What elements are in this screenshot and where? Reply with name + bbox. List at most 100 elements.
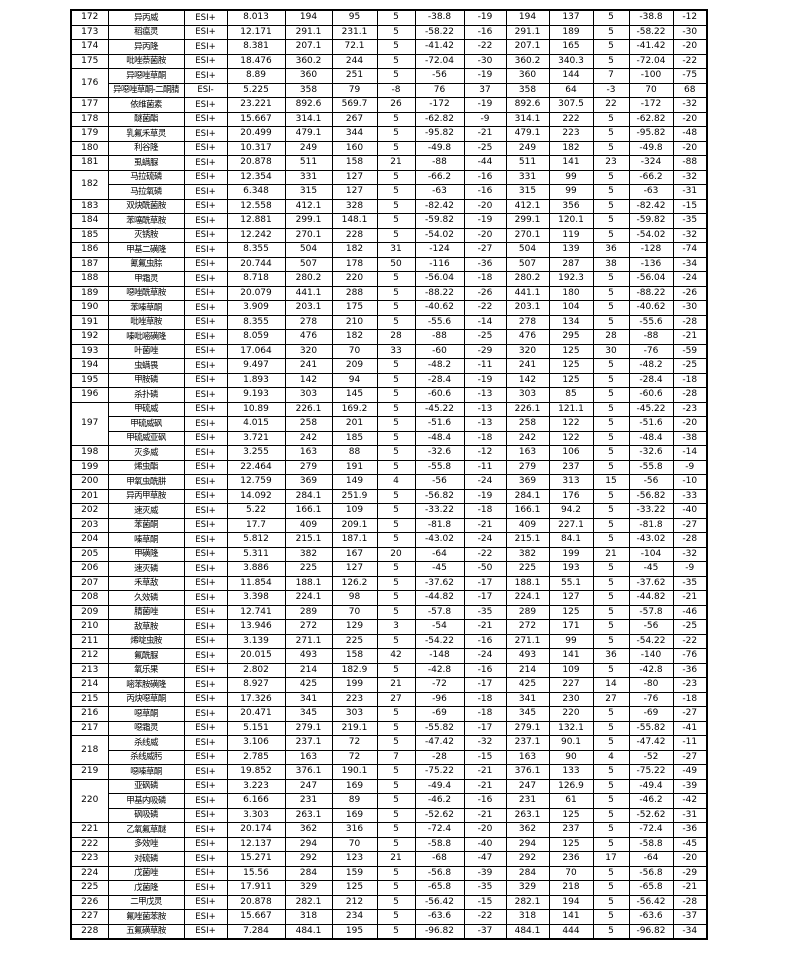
value-cell: -49 <box>672 764 708 780</box>
value-cell: 79 <box>331 82 378 98</box>
compound-name: 亚砜磷 <box>107 778 185 794</box>
value-cell: 166.1 <box>505 503 550 519</box>
value-cell: 241 <box>505 358 550 374</box>
value-cell: 294 <box>284 836 333 852</box>
value-cell: 5 <box>592 923 630 940</box>
value-cell: 163 <box>284 749 333 765</box>
table-row: 222 多效唑 ESI+ 12.137 294 70 5 -58.8 -40 294 125 5 -58… <box>70 836 708 852</box>
value-cell: 109 <box>548 662 594 678</box>
ionization-mode: ESI+ <box>183 619 228 635</box>
value-cell: 70 <box>331 343 378 359</box>
value-cell: 126.9 <box>548 778 594 794</box>
value-cell: 225 <box>505 561 550 577</box>
compound-name: 五氟磺草胺 <box>107 923 185 940</box>
value-cell: -8 <box>376 82 416 98</box>
table-row: 201 异丙甲草胺 ESI+ 14.092 284.1 251.9 5 -56.82 -19 28… <box>70 488 708 504</box>
value-cell: 214 <box>505 662 550 678</box>
value-cell: 17.326 <box>226 691 286 707</box>
value-cell: 21 <box>376 677 416 693</box>
value-cell: 10.89 <box>226 401 286 417</box>
table-row: 206 速灭磷 ESI+ 3.886 225 127 5 -45 -50 225 193 5 -45 -9 <box>70 561 708 577</box>
value-cell: 307.5 <box>548 97 594 113</box>
value-cell: 176 <box>548 488 594 504</box>
value-cell: -19 <box>463 213 507 229</box>
value-cell: 36 <box>592 648 630 664</box>
value-cell: -21 <box>463 764 507 780</box>
table-row: 195 甲胺磷 ESI+ 1.893 142 94 5 -28.4 -19 142 125 5 -28.… <box>70 372 708 388</box>
compound-number: 183 <box>70 198 109 214</box>
value-cell: 224.1 <box>505 590 550 606</box>
value-cell: -172 <box>628 97 674 113</box>
value-cell: -21 <box>672 329 708 345</box>
value-cell: 356 <box>548 198 594 214</box>
value-cell: 12.137 <box>226 836 286 852</box>
value-cell: -46 <box>672 604 708 620</box>
value-cell: 203.1 <box>284 300 333 316</box>
value-cell: 27 <box>592 691 630 707</box>
ionization-mode: ESI+ <box>183 488 228 504</box>
value-cell: -16 <box>463 169 507 185</box>
value-cell: 5 <box>592 459 630 475</box>
value-cell: 247 <box>505 778 550 794</box>
value-cell: -40 <box>463 836 507 852</box>
value-cell: 362 <box>505 822 550 838</box>
value-cell: -38.8 <box>628 9 674 26</box>
value-cell: 201 <box>331 416 378 432</box>
value-cell: 3.398 <box>226 590 286 606</box>
ionization-mode: ESI+ <box>183 169 228 185</box>
value-cell: 5 <box>376 39 416 55</box>
value-cell: -88 <box>628 329 674 345</box>
value-cell: -56 <box>414 474 465 490</box>
ionization-mode: ESI+ <box>183 503 228 519</box>
value-cell: -124 <box>414 242 465 258</box>
value-cell: -44.82 <box>414 590 465 606</box>
value-cell: 5 <box>376 184 416 200</box>
value-cell: 295 <box>548 329 594 345</box>
value-cell: 3.106 <box>226 735 286 751</box>
value-cell: 7.284 <box>226 923 286 940</box>
value-cell: 187.1 <box>331 532 378 548</box>
value-cell: -32 <box>463 735 507 751</box>
value-cell: 21 <box>376 851 416 867</box>
value-cell: 50 <box>376 256 416 272</box>
ionization-mode: ESI+ <box>183 184 228 200</box>
value-cell: 5 <box>376 532 416 548</box>
value-cell: -24 <box>672 271 708 287</box>
value-cell: 225 <box>331 633 378 649</box>
value-cell: 5 <box>592 633 630 649</box>
value-cell: -37.62 <box>628 575 674 591</box>
compound-number: 191 <box>70 314 109 330</box>
value-cell: 149 <box>331 474 378 490</box>
compound-name: 腈菌唑 <box>107 604 185 620</box>
table-row: 216 噁草酮 ESI+ 20.471 345 303 5 -69 -18 345 220 5 -69-… <box>70 706 708 722</box>
compound-name: 砜吸磷 <box>107 807 185 823</box>
value-cell: -24 <box>463 474 507 490</box>
value-cell: 341 <box>284 691 333 707</box>
value-cell: 125 <box>548 372 594 388</box>
value-cell: 19.852 <box>226 764 286 780</box>
ionization-mode: ESI+ <box>183 300 228 316</box>
value-cell: 7 <box>592 68 630 84</box>
value-cell: 220 <box>331 271 378 287</box>
compound-number: 181 <box>70 155 109 171</box>
value-cell: 3.139 <box>226 633 286 649</box>
compound-name: 甲霜灵 <box>107 271 185 287</box>
compound-number: 201 <box>70 488 109 504</box>
value-cell: 70 <box>331 836 378 852</box>
value-cell: -14 <box>672 445 708 461</box>
value-cell: 272 <box>284 619 333 635</box>
value-cell: 8.013 <box>226 9 286 26</box>
ionization-mode: ESI+ <box>183 894 228 910</box>
value-cell: 5 <box>592 807 630 823</box>
value-cell: 1.893 <box>226 372 286 388</box>
value-cell: -18 <box>463 691 507 707</box>
value-cell: 5 <box>376 227 416 243</box>
value-cell: 279.1 <box>505 720 550 736</box>
value-cell: 244 <box>331 53 378 69</box>
value-cell: 3.909 <box>226 300 286 316</box>
ionization-mode: ESI+ <box>183 416 228 432</box>
compound-name: 虫螨畏 <box>107 358 185 374</box>
compound-name: 氟唑菌苯胺 <box>107 909 185 925</box>
value-cell: -88 <box>672 155 708 171</box>
ionization-mode: ESI- <box>183 82 228 98</box>
